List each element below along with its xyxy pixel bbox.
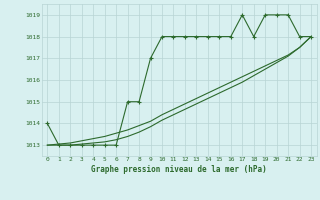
X-axis label: Graphe pression niveau de la mer (hPa): Graphe pression niveau de la mer (hPa): [91, 165, 267, 174]
